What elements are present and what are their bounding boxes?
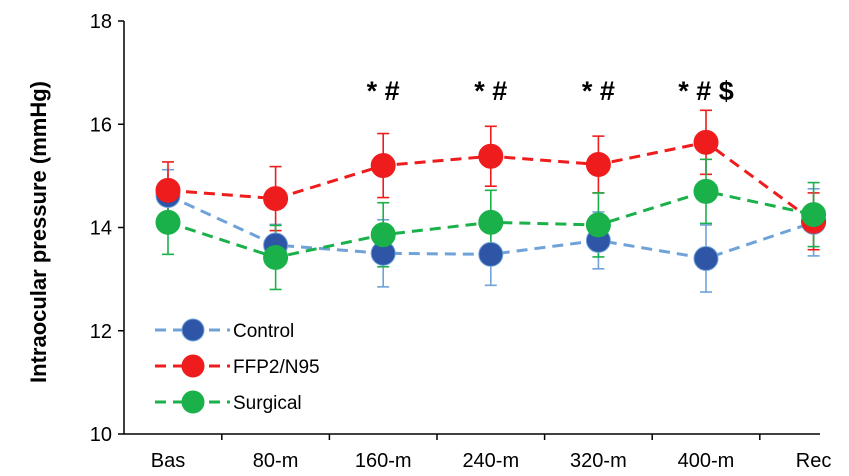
x-tick-label: 240-m (462, 450, 519, 472)
data-point (370, 153, 396, 179)
y-axis-title-group: Intraocular pressure (mmHg) (26, 81, 51, 383)
legend-label: FFP2/N95 (233, 357, 320, 378)
y-axis-title: Intraocular pressure (mmHg) (26, 81, 51, 383)
legend-label: Surgical (233, 393, 302, 414)
data-point (155, 209, 181, 235)
data-point (478, 241, 504, 267)
legend-marker (181, 390, 205, 414)
data-point (693, 129, 719, 155)
axes: 10 12 14 16 18 Bas 80-m 160-m 240-m 320-m 400-m Rec (90, 11, 832, 472)
data-point (155, 177, 181, 203)
y-tick-label: 14 (90, 218, 112, 240)
legend: Control FFP2/N95 Surgical (155, 318, 320, 414)
x-tick-label: Rec (796, 450, 832, 472)
data-point (585, 212, 611, 238)
significance-marker: * # (474, 76, 507, 106)
significance-annotations: * # * # * # * # $ (367, 76, 734, 106)
significance-marker: * # (582, 76, 615, 106)
legend-marker (181, 318, 205, 342)
x-tick-label: 400-m (678, 450, 735, 472)
data-point (693, 178, 719, 204)
x-tick-label: 320-m (570, 450, 627, 472)
legend-marker (181, 354, 205, 378)
series-markers (155, 129, 827, 271)
data-point (693, 245, 719, 271)
significance-marker: * # (367, 76, 400, 106)
x-tick-label: 160-m (355, 450, 412, 472)
data-point (801, 202, 827, 228)
x-tick-label: 80-m (253, 450, 299, 472)
data-point (263, 186, 289, 212)
y-tick-label: 12 (90, 321, 112, 343)
significance-marker: * # $ (678, 76, 734, 106)
y-tick-label: 10 (90, 424, 112, 446)
y-tick-label: 18 (90, 11, 112, 33)
data-point (478, 209, 504, 235)
data-point (478, 143, 504, 169)
data-point (585, 152, 611, 178)
y-tick-label: 16 (90, 114, 112, 136)
legend-label: Control (233, 321, 294, 342)
data-point (263, 244, 289, 270)
data-point (370, 222, 396, 248)
x-tick-label: Bas (151, 450, 185, 472)
